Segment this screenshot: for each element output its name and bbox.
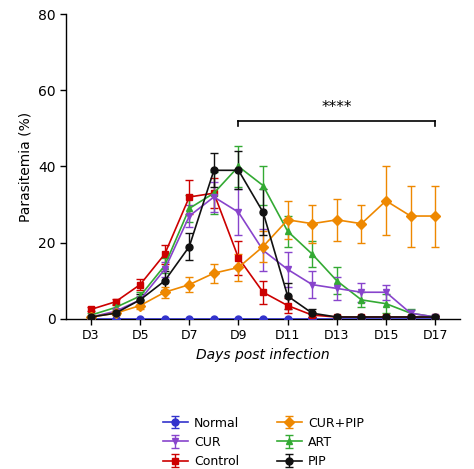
Legend: Normal, CUR, Control, CUR+PIP, ART, PIP: Normal, CUR, Control, CUR+PIP, ART, PIP (163, 416, 364, 468)
Text: ****: **** (321, 100, 352, 115)
X-axis label: Days post infection: Days post infection (196, 348, 330, 362)
Y-axis label: Parasitemia (%): Parasitemia (%) (19, 112, 33, 221)
